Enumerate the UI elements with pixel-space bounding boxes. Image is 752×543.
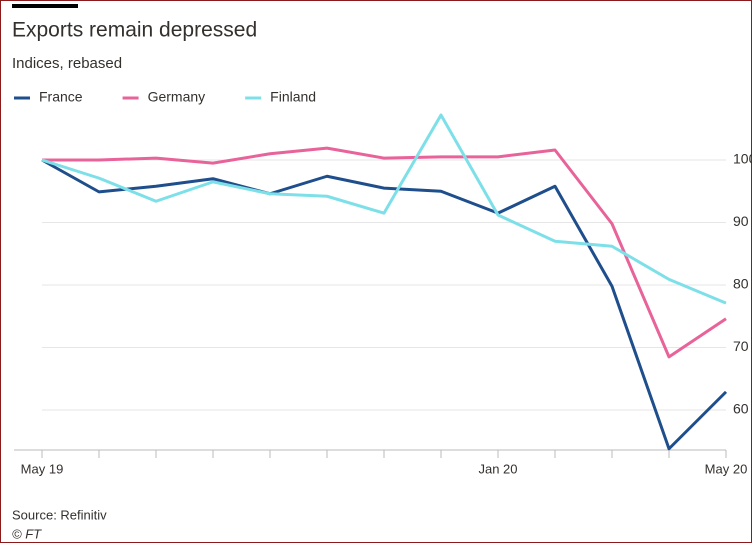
y-tick-label: 60 [733, 401, 749, 417]
y-tick-label: 80 [733, 276, 749, 292]
legend-label: Germany [148, 89, 206, 105]
brand-bar [12, 4, 78, 8]
chart-subtitle: Indices, rebased [12, 55, 122, 72]
source: Source: Refinitiv [12, 507, 107, 522]
y-tick-label: 100 [733, 151, 752, 167]
chart-title: Exports remain depressed [12, 19, 257, 42]
x-tick-label: May 19 [21, 461, 64, 476]
series-line [41, 113, 727, 305]
legend-label: France [39, 89, 83, 105]
series-line [42, 146, 727, 359]
y-tick-label: 90 [733, 213, 749, 229]
copyright: © FT [12, 526, 42, 541]
series-line [41, 158, 728, 451]
x-tick-label: May 20 [705, 461, 748, 476]
legend-label: Finland [270, 89, 316, 105]
y-tick-label: 70 [733, 338, 749, 354]
x-tick-label: Jan 20 [478, 461, 517, 476]
